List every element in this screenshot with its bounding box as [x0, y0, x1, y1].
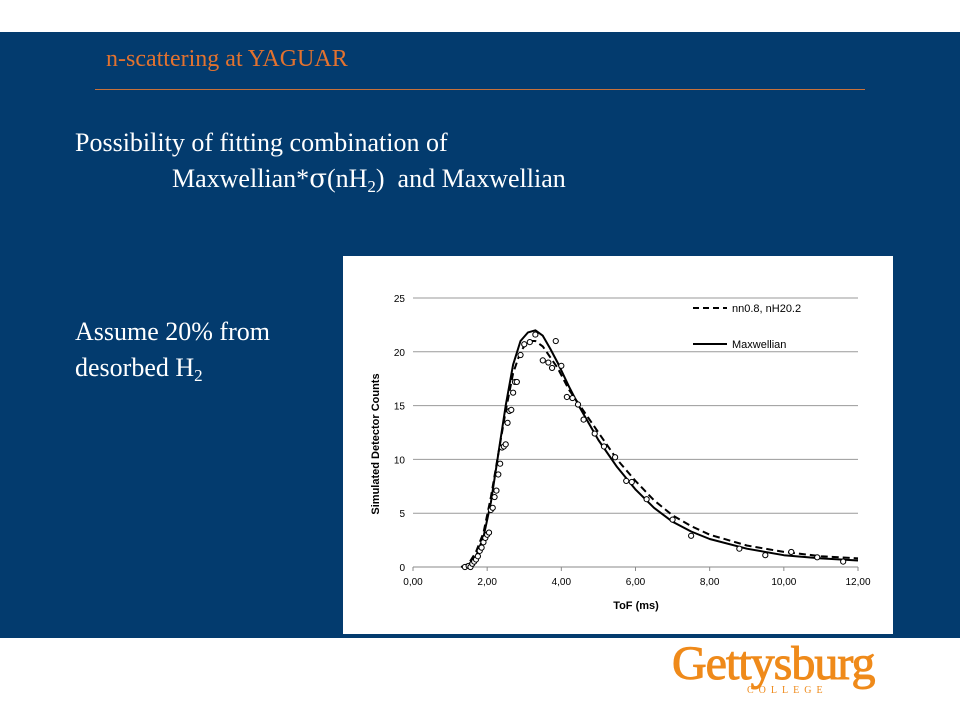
series — [460, 329, 859, 571]
legend-label-solid: Maxwellian — [732, 339, 786, 351]
y-tick-label: 10 — [394, 455, 406, 466]
data-point — [508, 406, 515, 414]
body-line-1: Possibility of fitting combination of — [75, 128, 448, 157]
maxwellian-term: Maxwellian* — [172, 164, 310, 193]
x-tick-label: 12,00 — [845, 577, 870, 588]
nh-subscript: 2 — [367, 177, 376, 196]
data-point — [623, 477, 630, 485]
tof-chart: 0 5 10 15 20 25 0,00 2,00 4,00 6,00 8,00 10,00 12,00… — [370, 294, 871, 612]
data-point — [628, 478, 635, 486]
y-tick-label: 0 — [399, 563, 405, 574]
y-tick-label: 15 — [394, 402, 406, 413]
logo-college-text: COLLEGE — [747, 685, 828, 696]
data-point — [580, 416, 587, 423]
y-tick-label: 25 — [394, 294, 406, 305]
data-point — [736, 545, 743, 552]
x-tick-label: 4,00 — [552, 577, 572, 588]
data-point — [517, 351, 524, 359]
assumption-line-2: desorbed H2 — [75, 350, 270, 386]
h2-subscript: 2 — [194, 366, 203, 385]
desorbed-text: desorbed H — [75, 353, 195, 382]
legend: nn0.8, nH20.2 Maxwellian — [693, 303, 801, 351]
gettysburg-college-logo: Gettysburg COLLEGE — [671, 637, 875, 702]
data-point — [669, 516, 676, 523]
data-point — [591, 430, 598, 437]
y-tick-label: 20 — [394, 348, 406, 359]
data-point — [688, 532, 695, 539]
x-tick-label: 10,00 — [771, 577, 796, 588]
data-point — [612, 454, 619, 461]
x-tick-label: 2,00 — [477, 577, 497, 588]
data-point — [504, 419, 511, 426]
data-point — [788, 548, 795, 556]
data-point — [563, 393, 570, 401]
data-point — [643, 496, 650, 503]
data-point — [526, 339, 533, 346]
data-point — [600, 443, 608, 450]
data-point — [814, 554, 821, 561]
gridlines — [413, 297, 858, 514]
sigma-symbol: σ — [309, 164, 327, 194]
close-paren: ) — [375, 164, 385, 193]
x-tick-label: 0,00 — [403, 577, 423, 588]
data-point — [485, 529, 493, 536]
x-axis-label: ToF (ms) — [613, 600, 659, 612]
y-axis-label: Simulated Detector Counts — [370, 373, 382, 514]
data-point — [493, 487, 500, 494]
body-line-2: Maxwellian*σ(nH2) and Maxwellian — [172, 161, 566, 197]
data-point — [502, 441, 509, 448]
data-point — [762, 552, 769, 559]
axes — [412, 566, 859, 571]
data-point — [491, 493, 498, 501]
and-maxwellian-text: and Maxwellian — [397, 164, 566, 193]
data-point — [532, 331, 539, 338]
data-point — [548, 364, 556, 372]
data-point — [497, 460, 504, 467]
tick-labels: 0 5 10 15 20 25 0,00 2,00 4,00 6,00 8,00 10,00 12,00 — [394, 294, 871, 588]
data-point — [840, 558, 847, 565]
data-point — [521, 341, 528, 348]
assumption-line-1: Assume 20% from — [75, 317, 270, 346]
data-point — [545, 359, 552, 366]
data-point — [558, 362, 565, 369]
assumption-text: Assume 20% from desorbed H2 — [75, 314, 270, 386]
logo-wordmark: Gettysburg — [671, 637, 875, 691]
nh-term: (nH — [326, 164, 368, 193]
data-point — [474, 553, 481, 560]
data-point — [539, 357, 546, 364]
data-point — [495, 471, 502, 478]
series-line-dashed — [460, 340, 859, 568]
data-point — [489, 504, 496, 511]
series-line-solid — [460, 329, 859, 568]
slide-heading: n-scattering at YAGUAR — [106, 46, 348, 72]
legend-label-dashed: nn0.8, nH20.2 — [732, 303, 801, 315]
data-point — [569, 394, 576, 402]
x-tick-label: 6,00 — [626, 577, 646, 588]
data-point — [513, 378, 520, 386]
heading-divider — [95, 89, 865, 90]
data-point — [574, 401, 582, 408]
x-tick-label: 8,00 — [700, 577, 720, 588]
chart-container: 0 5 10 15 20 25 0,00 2,00 4,00 6,00 8,00 10,00 12,00… — [343, 256, 893, 634]
y-tick-label: 5 — [399, 509, 405, 520]
data-point — [478, 544, 485, 551]
data-point — [552, 337, 559, 345]
data-point — [510, 389, 517, 396]
